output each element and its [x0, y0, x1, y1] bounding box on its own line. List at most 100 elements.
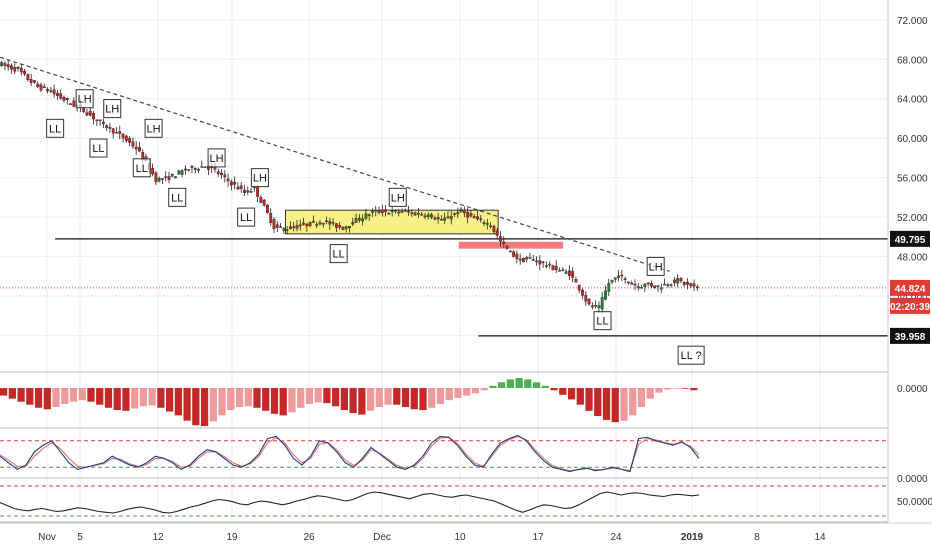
candle-body — [33, 80, 36, 83]
candle-body — [505, 245, 509, 249]
pivot-label-group: LH — [250, 168, 269, 188]
macd-histogram-bar — [419, 388, 427, 411]
candle-body — [561, 269, 565, 271]
macd-histogram-bar — [401, 388, 410, 407]
candle-body — [203, 166, 207, 168]
candle-body — [239, 185, 243, 189]
macd-histogram-bar — [480, 388, 488, 391]
candle-body — [351, 221, 355, 225]
candle-body — [492, 225, 496, 232]
pivot-label-box — [593, 311, 612, 331]
candle-body — [499, 236, 502, 242]
time-tick-label: 17 — [532, 532, 544, 543]
pivot-label-group: LL — [46, 118, 65, 138]
candle-body — [220, 172, 223, 176]
candle-body — [29, 79, 33, 83]
macd-histogram-bar — [209, 388, 217, 422]
candle-body — [0, 62, 4, 66]
pivot-label-box — [207, 148, 226, 168]
candle-body — [400, 211, 404, 213]
candle-body — [312, 220, 315, 223]
time-tick-label: 12 — [152, 532, 164, 543]
candle-body — [46, 89, 49, 92]
candle-body — [551, 265, 555, 270]
macd-histogram-bar — [410, 388, 418, 410]
pivot-label-box — [46, 118, 65, 138]
macd-histogram-bar — [297, 388, 305, 408]
pivot-label: LL — [136, 163, 148, 175]
candle-body — [403, 209, 407, 212]
macd-histogram-bar — [174, 388, 182, 416]
macd-histogram-bar — [69, 388, 78, 402]
candle-body — [108, 127, 112, 129]
time-tick-label: 26 — [303, 532, 315, 543]
countdown-label: 02:20:39 — [890, 302, 930, 313]
candle-body — [413, 212, 417, 216]
candle-body — [617, 275, 620, 278]
macd-histogram-bar — [122, 388, 130, 411]
candle-body — [302, 222, 305, 225]
candle-body — [590, 305, 594, 308]
candle-body — [344, 226, 348, 229]
macd-histogram-bar — [78, 388, 86, 401]
macd-histogram-bar — [288, 388, 296, 413]
candle-body — [449, 215, 453, 220]
candle-body — [328, 221, 332, 225]
candle-body — [154, 172, 158, 183]
candle-body — [19, 67, 23, 73]
candle-body — [325, 220, 328, 223]
macd-histogram-bar — [227, 388, 235, 411]
grid-layer — [0, 0, 888, 522]
trend-line — [0, 56, 670, 272]
candle-body — [600, 297, 604, 310]
candle-body — [36, 83, 40, 88]
candle-body — [197, 168, 200, 171]
pivot-label-group: LL — [593, 311, 612, 331]
time-tick-label: 14 — [814, 532, 826, 543]
macd-histogram-bar — [620, 388, 628, 421]
candle-body — [52, 89, 56, 95]
candle-body — [298, 224, 302, 227]
countdown-tag-box — [890, 297, 930, 314]
candle-body — [167, 176, 171, 180]
macd-histogram-bar — [52, 388, 60, 407]
candle-body — [282, 228, 286, 231]
candle-body — [522, 258, 525, 263]
macd-histogram-bar — [26, 388, 34, 405]
macd-histogram-bar — [192, 388, 200, 426]
macd-histogram-bar — [113, 388, 121, 411]
candle-body — [111, 128, 115, 134]
stoch-k-line — [0, 434, 700, 473]
macd-histogram-bar — [235, 388, 244, 407]
price-axis-tag: 39.958 — [890, 327, 930, 344]
price-tick-label: 44.000 — [897, 292, 928, 303]
macd-histogram-bar — [611, 388, 619, 423]
macd-histogram-bar — [34, 388, 43, 408]
candle-body — [380, 209, 384, 214]
macd-histogram-bar — [244, 388, 252, 407]
macd-histogram-bar — [664, 388, 672, 390]
candle-body — [466, 212, 470, 218]
pivot-label-box — [250, 168, 269, 188]
price-axis-tag-label: 49.795 — [895, 235, 926, 246]
candle-body — [49, 90, 53, 92]
candle-body — [548, 263, 552, 266]
candle-body — [187, 169, 191, 171]
candle-body — [377, 210, 381, 213]
candle-body — [331, 222, 335, 224]
candle-body — [190, 165, 194, 168]
price-tick-label: 60.000 — [897, 134, 928, 145]
candle-body — [292, 226, 296, 228]
candle-body — [423, 215, 427, 218]
candle-body — [42, 86, 46, 88]
macd-histogram-bar — [471, 388, 480, 394]
candle-body — [226, 178, 230, 182]
candle-body — [692, 283, 696, 287]
pivot-label: LL — [596, 316, 608, 328]
pivot-label-box — [168, 187, 187, 207]
candle-body — [495, 230, 499, 236]
candle-body — [121, 134, 125, 139]
macd-pane — [0, 371, 888, 429]
candle-body — [525, 257, 529, 260]
time-tick-label: 5 — [77, 532, 83, 543]
